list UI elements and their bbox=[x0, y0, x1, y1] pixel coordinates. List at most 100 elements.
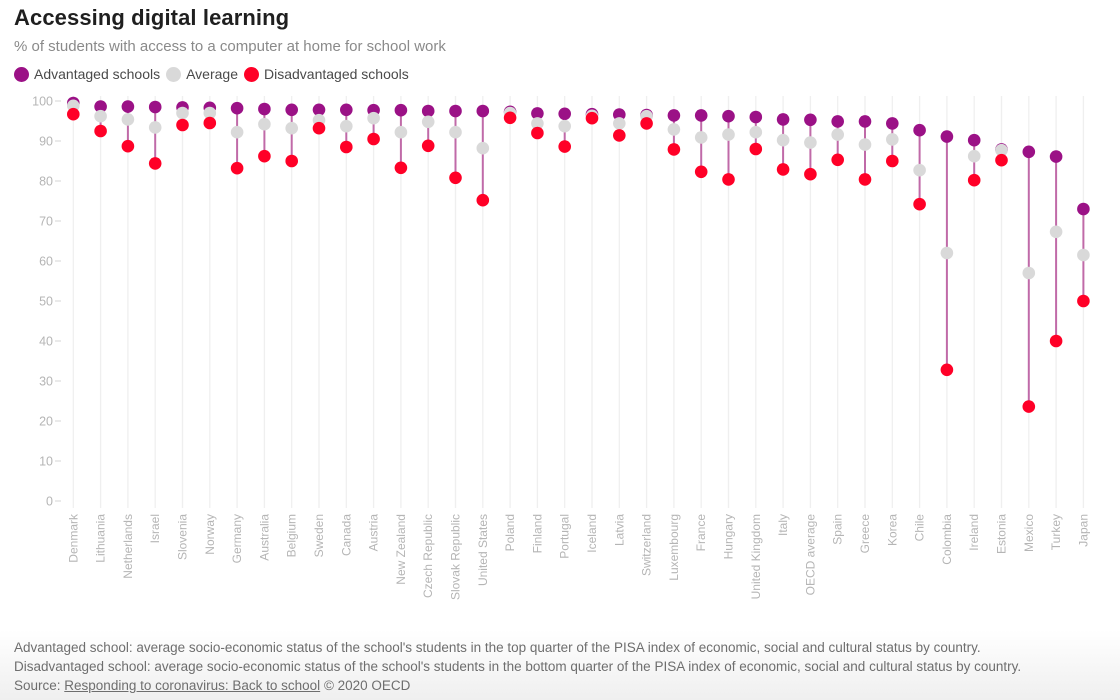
x-tick-label-norway: Norway bbox=[203, 514, 217, 555]
x-tick-label-iceland: Iceland bbox=[585, 514, 599, 553]
footnote-disadvantaged: Disadvantaged school: average socio-econ… bbox=[14, 659, 1022, 674]
point-disadvantaged-latvia bbox=[613, 129, 626, 142]
point-disadvantaged-germany bbox=[230, 161, 244, 175]
connectors bbox=[72, 103, 1085, 407]
point-disadvantaged-united-states bbox=[476, 193, 490, 207]
point-advantaged-portugal bbox=[558, 107, 571, 121]
point-average-slovenia bbox=[176, 106, 189, 120]
legend-swatch-average bbox=[166, 66, 182, 82]
x-tick-label-greece: Greece bbox=[858, 514, 872, 554]
point-disadvantaged-greece bbox=[858, 173, 872, 186]
point-advantaged-sweden bbox=[312, 103, 326, 117]
point-average-belgium bbox=[285, 121, 299, 135]
point-average-ireland bbox=[967, 149, 981, 163]
x-tick-label-poland: Poland bbox=[503, 514, 517, 551]
x-tick-label-canada: Canada bbox=[339, 514, 353, 556]
point-average-colombia bbox=[940, 246, 954, 260]
data-points bbox=[67, 96, 1090, 413]
y-tick-label: 90 bbox=[39, 135, 53, 149]
x-axis: Denmark Lithuania Netherlands Israel Sloveni… bbox=[66, 513, 1090, 600]
point-disadvantaged-chile bbox=[913, 197, 926, 211]
y-tick-label: 20 bbox=[39, 415, 53, 429]
point-advantaged-japan bbox=[1077, 202, 1090, 216]
legend-item-disadvantaged[interactable]: Disadvantaged schools bbox=[244, 66, 409, 82]
chart-subtitle: % of students with access to a computer … bbox=[14, 38, 446, 55]
point-disadvantaged-mexico bbox=[1022, 400, 1036, 413]
point-disadvantaged-korea bbox=[886, 154, 899, 168]
source-link[interactable]: Responding to coronavirus: Back to schoo… bbox=[64, 678, 321, 693]
y-tick-label: 70 bbox=[39, 215, 53, 229]
point-average-slovak-republic bbox=[449, 125, 462, 139]
point-disadvantaged-iceland bbox=[585, 111, 599, 125]
legend-label-disadvantaged: Disadvantaged schools bbox=[264, 66, 409, 82]
point-average-lithuania bbox=[94, 109, 107, 123]
y-tick-label: 50 bbox=[39, 295, 53, 309]
legend-item-average[interactable]: Average bbox=[166, 66, 238, 82]
point-average-spain bbox=[831, 128, 844, 141]
point-advantaged-latvia bbox=[613, 108, 626, 121]
point-advantaged-greece bbox=[858, 115, 872, 128]
point-average-finland bbox=[531, 117, 544, 130]
point-disadvantaged-switzerland bbox=[640, 117, 653, 130]
x-tick-label-italy: Italy bbox=[776, 514, 790, 536]
point-disadvantaged-poland bbox=[503, 111, 517, 125]
x-tick-label-ireland: Ireland bbox=[967, 514, 981, 551]
point-disadvantaged-spain bbox=[831, 153, 844, 167]
point-disadvantaged-colombia bbox=[940, 363, 954, 377]
source-prefix: Source: bbox=[14, 678, 65, 693]
x-tick-label-france: France bbox=[694, 514, 708, 552]
x-tick-label-lithuania: Lithuania bbox=[94, 514, 108, 563]
x-tick-label-australia: Australia bbox=[257, 514, 271, 561]
x-tick-label-new-zealand: New Zealand bbox=[394, 514, 408, 585]
x-tick-label-japan: Japan bbox=[1076, 514, 1090, 547]
point-disadvantaged-israel bbox=[148, 157, 162, 170]
point-average-chile bbox=[913, 163, 926, 177]
point-advantaged-italy bbox=[776, 113, 790, 126]
x-tick-label-luxembourg: Luxembourg bbox=[667, 514, 681, 581]
point-advantaged-france bbox=[694, 109, 708, 122]
point-disadvantaged-turkey bbox=[1049, 334, 1063, 348]
point-disadvantaged-lithuania bbox=[94, 124, 107, 138]
point-advantaged-chile bbox=[913, 123, 926, 137]
source-line: Source: Responding to coronavirus: Back … bbox=[14, 676, 1021, 695]
x-tick-label-hungary: Hungary bbox=[722, 514, 736, 559]
x-tick-label-korea: Korea bbox=[885, 514, 899, 546]
footer: Advantaged school: average socio-economi… bbox=[0, 630, 1120, 700]
y-tick-label: 80 bbox=[39, 175, 53, 189]
x-tick-label-slovak-republic: Slovak Republic bbox=[449, 514, 463, 600]
point-average-united-kingdom bbox=[749, 125, 763, 139]
legend-label-average: Average bbox=[186, 66, 238, 82]
point-disadvantaged-czech-republic bbox=[421, 139, 435, 153]
x-tick-label-spain: Spain bbox=[831, 514, 845, 545]
point-average-korea bbox=[886, 133, 899, 146]
x-tick-label-germany: Germany bbox=[230, 514, 244, 563]
y-tick-label: 10 bbox=[39, 455, 53, 469]
x-tick-label-portugal: Portugal bbox=[558, 514, 572, 559]
point-advantaged-luxembourg bbox=[667, 109, 681, 122]
point-average-portugal bbox=[558, 119, 571, 133]
point-advantaged-united-kingdom bbox=[749, 110, 763, 124]
x-tick-label-czech-republic: Czech Republic bbox=[421, 514, 435, 598]
point-average-greece bbox=[858, 138, 872, 151]
legend: Advantaged schools Average Disadvantaged… bbox=[14, 66, 415, 82]
point-disadvantaged-slovak-republic bbox=[449, 171, 462, 185]
x-tick-label-united-states: United States bbox=[476, 514, 490, 586]
point-average-latvia bbox=[613, 117, 626, 130]
point-disadvantaged-australia bbox=[258, 149, 271, 163]
point-advantaged-czech-republic bbox=[421, 104, 435, 118]
point-disadvantaged-united-kingdom bbox=[749, 142, 763, 156]
point-disadvantaged-hungary bbox=[722, 173, 735, 186]
point-advantaged-spain bbox=[831, 115, 844, 128]
legend-swatch-disadvantaged bbox=[244, 66, 259, 82]
point-advantaged-oecd-average bbox=[804, 113, 817, 127]
legend-item-advantaged[interactable]: Advantaged schools bbox=[14, 66, 160, 82]
y-tick-label: 40 bbox=[39, 335, 53, 349]
point-disadvantaged-oecd-average bbox=[804, 167, 817, 181]
point-average-mexico bbox=[1022, 266, 1036, 280]
point-average-australia bbox=[258, 117, 271, 131]
x-tick-label-israel: Israel bbox=[148, 514, 162, 543]
gridlines bbox=[72, 96, 1085, 508]
point-advantaged-turkey bbox=[1049, 150, 1063, 163]
point-disadvantaged-belgium bbox=[285, 154, 299, 168]
dot-range-chart: 0 10 20 30 40 50 60 70 80 90 100 Denmark Lithuania N… bbox=[32, 95, 1090, 601]
